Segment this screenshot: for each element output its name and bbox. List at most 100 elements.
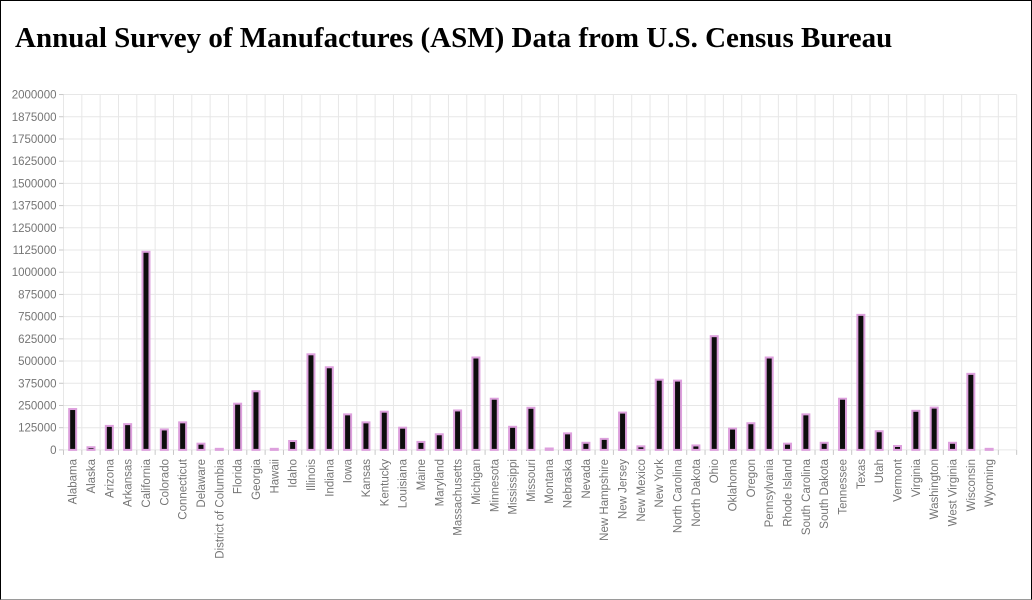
bar-kentucky [379,410,389,451]
bar-nebraska [563,432,573,451]
x-tick-label: Florida [233,458,245,494]
x-tick-label: District of Columbia [214,458,226,558]
bar-wisconsin [966,372,976,451]
bar-massachusetts [453,409,463,451]
x-tick-label: Tennessee [838,459,850,515]
x-tick-label: Mississippi [508,459,520,515]
x-tick-label: Louisiana [398,458,410,508]
bar-minnesota [489,397,499,451]
x-tick-label: Massachusetts [453,459,465,536]
x-tick-label: Minnesota [489,458,501,512]
x-tick-label: New Hampshire [599,459,611,541]
x-tick-label: Kentucky [379,459,391,507]
x-tick-label: Missouri [526,459,538,502]
bar-texas [856,313,866,451]
y-tick-label: 1625000 [12,156,57,168]
bar-iowa [343,413,353,451]
bar-delaware [196,442,206,451]
x-tick-label: Alabama [68,458,80,504]
bar-arizona [104,424,114,451]
x-tick-label: Washington [929,459,941,519]
x-tick-label: New Jersey [618,459,630,519]
x-tick-label: Kansas [361,459,373,498]
bar-tennessee [838,397,848,451]
x-tick-label: Hawaii [269,459,281,494]
y-tick-label: 1125000 [13,245,57,257]
x-tick-label: Colorado [159,459,171,506]
x-tick-label: Ohio [709,459,721,483]
bar-district-of-columbia [214,447,224,451]
x-tick-label: South Dakota [819,458,831,528]
x-tick-label: Vermont [893,458,905,502]
x-tick-label: North Carolina [673,458,685,533]
bar-utah [874,430,884,451]
y-tick-label: 0 [50,445,56,457]
bar-pennsylvania [764,356,774,451]
x-tick-label: Georgia [251,458,263,500]
bar-new-jersey [618,411,628,451]
bar-north-carolina [673,379,683,451]
x-tick-label: Maine [416,459,428,490]
x-tick-label: Iowa [343,458,355,483]
x-tick-label: New York [654,459,666,508]
bar-alaska [86,446,96,451]
x-tick-label: Indiana [324,458,336,496]
x-tick-label: Wyoming [984,459,996,507]
bar-ohio [709,335,719,451]
y-tick-label: 2000000 [12,90,57,102]
bar-south-dakota [819,441,829,451]
y-tick-label: 875000 [18,289,56,301]
x-tick-label: South Carolina [801,458,813,535]
bar-mississippi [508,425,518,451]
x-tick-label: Virginia [911,458,923,497]
x-tick-label: Arizona [104,458,116,498]
bar-indiana [324,366,334,451]
bar-nevada [581,441,591,451]
y-tick-label: 125000 [18,423,56,435]
x-tick-label: West Virginia [948,458,960,526]
bar-new-hampshire [599,437,609,451]
x-tick-label: Michigan [471,459,483,505]
x-tick-label: Utah [874,459,886,483]
x-tick-label: Arkansas [123,459,135,507]
y-tick-label: 500000 [18,356,56,368]
x-tick-label: Delaware [196,459,208,508]
x-tick-label: California [141,458,153,507]
bar-michigan [471,356,481,451]
y-tick-label: 1875000 [12,112,57,124]
bar-alabama [68,408,78,451]
bar-kansas [361,421,371,451]
x-tick-label: Maryland [434,459,446,506]
y-tick-label: 1500000 [12,178,57,190]
y-tick-label: 1250000 [12,223,57,235]
x-tick-label: Montana [544,458,556,503]
x-tick-label: New Mexico [636,459,648,522]
bar-new-york [654,378,664,451]
bar-oregon [746,422,756,451]
x-tick-label: Alaska [86,458,98,493]
bar-montana [544,447,554,451]
bar-west-virginia [948,441,958,451]
bar-wyoming [984,447,994,451]
bar-south-carolina [801,413,811,451]
x-tick-label: Idaho [288,459,300,488]
bar-washington [929,406,939,451]
bar-vermont [893,444,903,451]
y-tick-label: 625000 [18,334,56,346]
x-tick-label: Texas [856,459,868,489]
y-tick-label: 1375000 [12,201,57,213]
x-tick-label: Illinois [306,459,318,491]
bar-california [141,250,151,451]
bar-north-dakota [691,444,701,451]
bar-maryland [434,433,444,451]
x-tick-label: Pennsylvania [764,458,776,527]
bar-missouri [526,406,536,451]
x-tick-label: Rhode Island [783,459,795,527]
bar-virginia [911,409,921,451]
x-tick-label: Oregon [746,459,758,497]
bar-rhode-island [783,442,793,451]
bar-maine [416,440,426,451]
page-title: Annual Survey of Manufactures (ASM) Data… [15,22,893,54]
bar-new-mexico [636,445,646,451]
